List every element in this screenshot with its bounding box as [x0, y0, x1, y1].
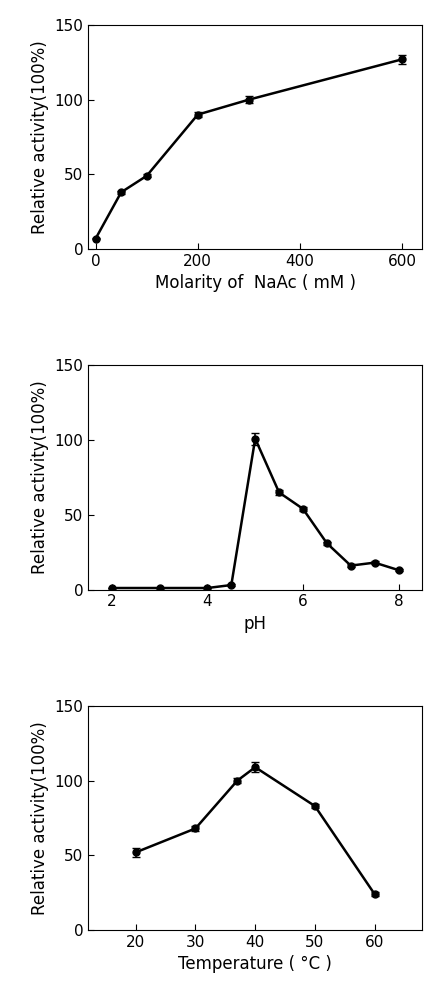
X-axis label: Molarity of  NaAc ( mM ): Molarity of NaAc ( mM ): [155, 274, 356, 292]
Y-axis label: Relative activity(100%): Relative activity(100%): [31, 381, 49, 574]
X-axis label: Temperature ( °C ): Temperature ( °C ): [178, 955, 332, 973]
Y-axis label: Relative activity(100%): Relative activity(100%): [31, 721, 49, 915]
X-axis label: pH: pH: [244, 615, 267, 633]
Y-axis label: Relative activity(100%): Relative activity(100%): [31, 40, 49, 234]
